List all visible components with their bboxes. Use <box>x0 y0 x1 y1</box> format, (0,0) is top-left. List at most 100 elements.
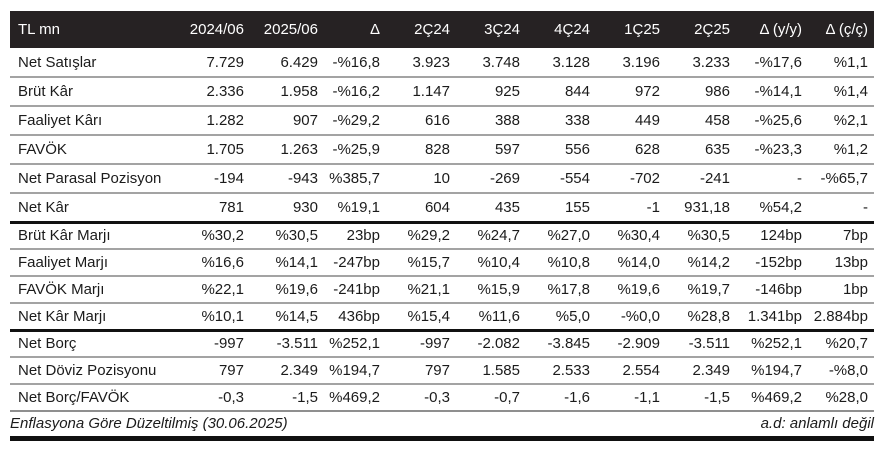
cell: %1,1 <box>833 53 868 71</box>
cell: 797 <box>424 362 450 379</box>
cell: 844 <box>564 83 590 100</box>
cell: %11,6 <box>478 307 520 325</box>
cell: 2.349 <box>280 362 318 379</box>
cell: -3.511 <box>688 335 730 353</box>
cell: %15,4 <box>407 307 450 325</box>
table-header-row: TL mn 2024/06 2025/06 Δ 2Ç24 3Ç24 4Ç24 1… <box>10 11 874 48</box>
cell: %19,6 <box>617 281 660 298</box>
cell: 930 <box>292 198 318 216</box>
cell: 2.884bp <box>813 307 868 325</box>
cell: -241bp <box>333 281 380 298</box>
cell: 1.341bp <box>747 307 802 325</box>
column-header-delta-qoq: Δ (ç/ç) <box>825 21 868 38</box>
cell: -241 <box>699 170 730 187</box>
cell: 449 <box>634 112 660 129</box>
column-header-2q25: 2Ç25 <box>694 21 730 38</box>
cell: 635 <box>704 141 730 158</box>
cell: %28,8 <box>687 307 730 325</box>
cell: %16,6 <box>201 254 244 271</box>
cell: %14,0 <box>617 254 660 271</box>
cell: 1.705 <box>206 141 244 158</box>
row-label: Faaliyet Marjı <box>18 254 109 271</box>
cell: 907 <box>292 112 318 129</box>
cell: -152bp <box>755 254 802 271</box>
cell: %15,7 <box>407 254 450 271</box>
cell: -269 <box>489 170 520 187</box>
cell: 3.233 <box>692 53 730 71</box>
cell: 7.729 <box>206 53 244 71</box>
cell: 1.263 <box>280 141 318 158</box>
cell: 2.533 <box>552 362 590 379</box>
cell: %1,2 <box>833 141 868 158</box>
cell: 1.282 <box>206 112 244 129</box>
cell: -%25,6 <box>754 112 802 129</box>
cell: 616 <box>424 112 450 129</box>
table-row: FAVÖK 1.705 1.263 -%25,9 828 597 556 628 635 -%23… <box>10 135 874 164</box>
cell: -194 <box>213 170 244 187</box>
column-header-2024-06: 2024/06 <box>189 21 244 38</box>
section-income-statement: Net Satışlar 7.729 6.429 -%16,8 3.923 3.748 3.… <box>10 48 874 222</box>
column-header-2025-06: 2025/06 <box>263 21 318 38</box>
cell: %194,7 <box>329 362 380 379</box>
column-header-delta: Δ <box>369 21 380 38</box>
column-header-2q24: 2Ç24 <box>414 21 450 38</box>
cell: %14,1 <box>275 254 318 271</box>
cell: 781 <box>218 198 244 216</box>
table-row: Net Borç/FAVÖK -0,3 -1,5 %469,2 -0,3 -0,7 -1,6… <box>10 384 874 411</box>
table-row: Faaliyet Kârı 1.282 907 -%29,2 616 388 338 449 4… <box>10 106 874 135</box>
cell: %19,7 <box>687 281 730 298</box>
cell: %20,7 <box>825 335 868 353</box>
cell: 2.554 <box>622 362 660 379</box>
cell: %54,2 <box>759 198 802 216</box>
cell: -247bp <box>333 254 380 271</box>
cell: %17,8 <box>547 281 590 298</box>
cell: -554 <box>559 170 590 187</box>
table-row: Faaliyet Marjı %16,6 %14,1 -247bp %15,7 %10,4… <box>10 249 874 276</box>
row-label: Faaliyet Kârı <box>18 112 103 129</box>
cell: 597 <box>494 141 520 158</box>
cell: -0,7 <box>494 389 520 406</box>
cell: 436bp <box>338 307 380 325</box>
cell: %385,7 <box>329 170 380 187</box>
cell: 3.923 <box>412 53 450 71</box>
section-balance-items: Net Borç -997 -3.511 %252,1 -997 -2.082 -3.845… <box>10 330 874 411</box>
cell: 2.336 <box>206 83 244 100</box>
cell: -1,5 <box>704 389 730 406</box>
cell: %15,9 <box>477 281 520 298</box>
row-label: Net Borç <box>18 335 77 353</box>
section-margins: Brüt Kâr Marjı %30,2 %30,5 23bp %29,2 %24,7 %2… <box>10 222 874 330</box>
cell: -1 <box>646 198 660 216</box>
column-header-1q25: 1Ç25 <box>624 21 660 38</box>
financials-table: TL mn 2024/06 2025/06 Δ 2Ç24 3Ç24 4Ç24 1… <box>10 11 874 412</box>
row-label: Net Kâr Marjı <box>18 307 107 325</box>
cell: -997 <box>419 335 450 353</box>
cell: 972 <box>634 83 660 100</box>
footnote-ad-legend: a.d: anlamlı değil <box>760 415 874 432</box>
cell: -1,6 <box>564 389 590 406</box>
column-header-4q24: 4Ç24 <box>554 21 590 38</box>
cell: -%23,3 <box>754 141 802 158</box>
cell: 628 <box>634 141 660 158</box>
cell: 1bp <box>842 281 868 298</box>
cell: 13bp <box>834 254 868 271</box>
cell: -%16,2 <box>332 83 380 100</box>
cell: - <box>797 170 802 187</box>
cell: 388 <box>494 112 520 129</box>
cell: %29,2 <box>407 227 450 245</box>
table-row: FAVÖK Marjı %22,1 %19,6 -241bp %21,1 %15,9 %17… <box>10 276 874 303</box>
cell: %2,1 <box>833 112 868 129</box>
cell: %30,5 <box>275 227 318 245</box>
cell: -2.909 <box>617 335 660 353</box>
cell: %24,7 <box>477 227 520 245</box>
cell: %252,1 <box>329 335 380 353</box>
cell: %21,1 <box>407 281 450 298</box>
cell: -0,3 <box>218 389 244 406</box>
cell: %469,2 <box>751 389 802 406</box>
cell: -%16,8 <box>332 53 380 71</box>
column-header-tl-mn: TL mn <box>18 21 60 38</box>
table-row: Net Döviz Pozisyonu 797 2.349 %194,7 797 1.58… <box>10 357 874 384</box>
cell: 797 <box>218 362 244 379</box>
cell: -943 <box>287 170 318 187</box>
row-label: FAVÖK <box>18 141 67 158</box>
